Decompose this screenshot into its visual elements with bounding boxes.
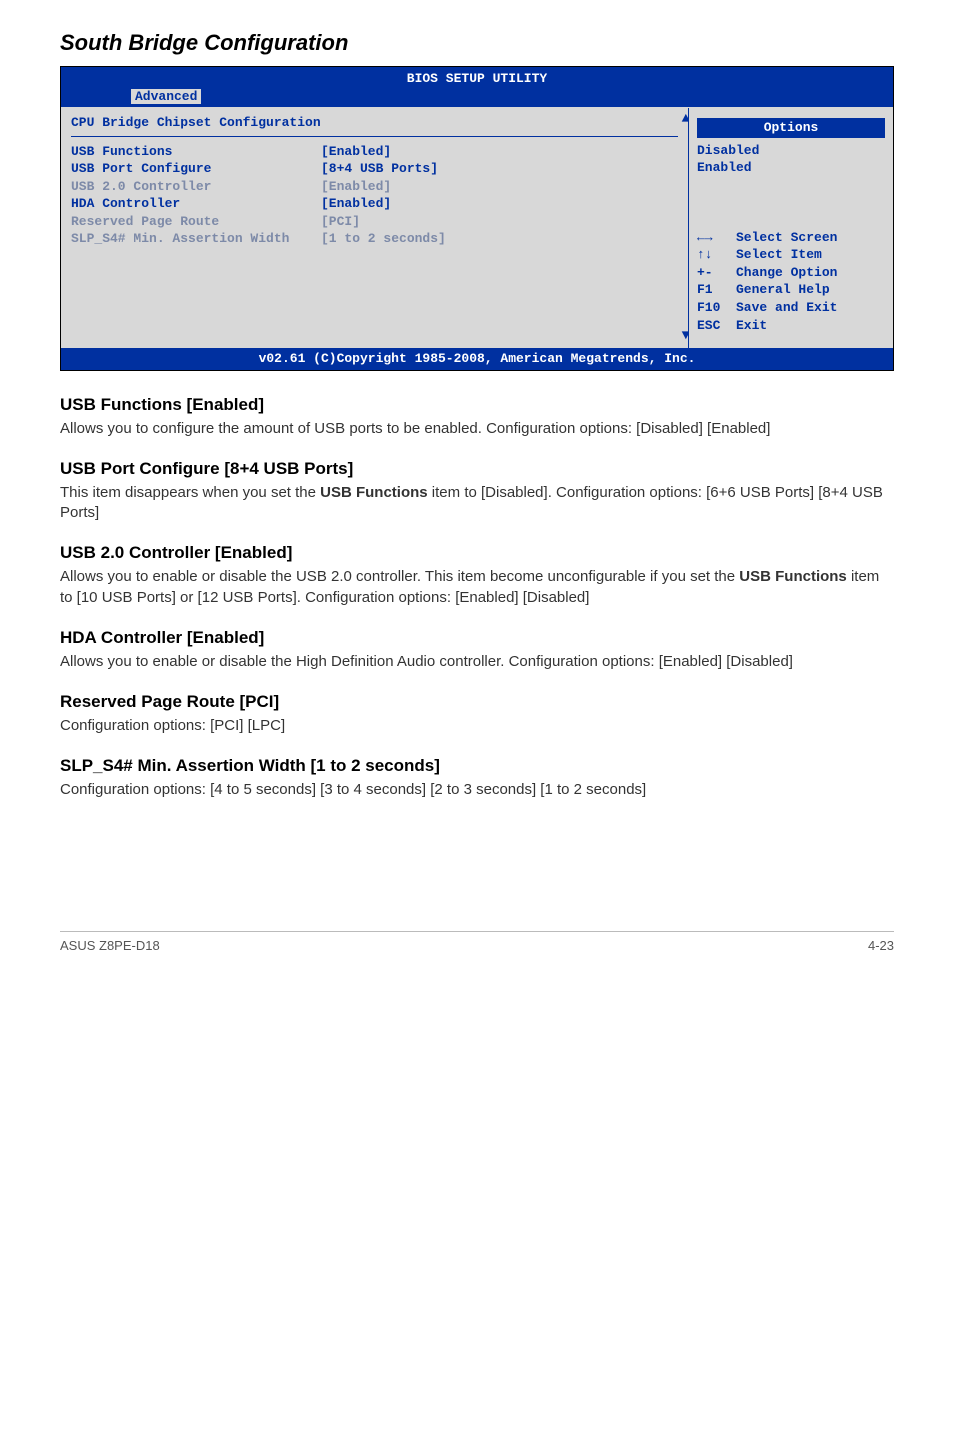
section-body: Allows you to enable or disable the High… (60, 652, 894, 672)
bios-setting-row: USB Functions[Enabled] (71, 143, 678, 161)
options-header: Options (697, 118, 885, 138)
section-heading: USB Port Configure [8+4 USB Ports] (60, 459, 894, 479)
section-body: Configuration options: [PCI] [LPC] (60, 716, 894, 736)
section-heading: Reserved Page Route [PCI] (60, 692, 894, 712)
bios-body: ▲ CPU Bridge Chipset Configuration USB F… (61, 107, 893, 348)
section-heading: USB Functions [Enabled] (60, 395, 894, 415)
bios-help-block: ←→ Select Screen↑↓ Select Item+- Change … (697, 229, 885, 340)
bios-screenshot: BIOS SETUP UTILITY Advanced ▲ CPU Bridge… (60, 66, 894, 371)
bios-setting-value: [PCI] (321, 213, 360, 231)
bios-setting-value: [8+4 USB Ports] (321, 160, 438, 178)
page-footer: ASUS Z8PE-D18 4-23 (60, 931, 894, 953)
help-line: +- Change Option (697, 264, 885, 282)
bios-left-panel: ▲ CPU Bridge Chipset Configuration USB F… (61, 108, 688, 348)
bios-footer: v02.61 (C)Copyright 1985-2008, American … (61, 348, 893, 370)
bios-settings-list: USB Functions[Enabled]USB Port Configure… (71, 143, 678, 248)
section-body: Configuration options: [4 to 5 seconds] … (60, 780, 894, 800)
bios-setting-row: HDA Controller[Enabled] (71, 195, 678, 213)
footer-right: 4-23 (868, 938, 894, 953)
content-sections: USB Functions [Enabled] Allows you to con… (60, 395, 894, 801)
section-heading: USB 2.0 Controller [Enabled] (60, 543, 894, 563)
help-line: F1 General Help (697, 281, 885, 299)
help-line: F10 Save and Exit (697, 299, 885, 317)
bios-tab-advanced: Advanced (131, 89, 201, 104)
bios-setting-value: [1 to 2 seconds] (321, 230, 446, 248)
bios-setting-key: SLP_S4# Min. Assertion Width (71, 230, 321, 248)
bios-tab-row: Advanced (61, 88, 893, 108)
bios-setting-key: USB Port Configure (71, 160, 321, 178)
bios-panel-title: CPU Bridge Chipset Configuration (71, 114, 678, 137)
bios-titlebar: BIOS SETUP UTILITY (61, 67, 893, 88)
bios-setting-value: [Enabled] (321, 195, 391, 213)
bios-setting-row: Reserved Page Route[PCI] (71, 213, 678, 231)
bios-setting-key: USB Functions (71, 143, 321, 161)
help-line: ESC Exit (697, 317, 885, 335)
bios-setting-value: [Enabled] (321, 143, 391, 161)
bios-setting-key: USB 2.0 Controller (71, 178, 321, 196)
bios-setting-row: USB 2.0 Controller[Enabled] (71, 178, 678, 196)
section-heading: HDA Controller [Enabled] (60, 628, 894, 648)
bios-right-panel: Options DisabledEnabled ←→ Select Screen… (688, 108, 893, 348)
option-item: Enabled (697, 159, 885, 177)
bios-setting-row: USB Port Configure[8+4 USB Ports] (71, 160, 678, 178)
page-title: South Bridge Configuration (60, 30, 894, 56)
footer-left: ASUS Z8PE-D18 (60, 938, 160, 953)
options-list: DisabledEnabled (697, 142, 885, 177)
bios-setting-row: SLP_S4# Min. Assertion Width[1 to 2 seco… (71, 230, 678, 248)
bios-setting-value: [Enabled] (321, 178, 391, 196)
bios-setting-key: HDA Controller (71, 195, 321, 213)
help-line: ←→ Select Screen (697, 229, 885, 247)
section-body: Allows you to enable or disable the USB … (60, 567, 894, 608)
bios-setting-key: Reserved Page Route (71, 213, 321, 231)
section-heading: SLP_S4# Min. Assertion Width [1 to 2 sec… (60, 756, 894, 776)
option-item: Disabled (697, 142, 885, 160)
section-body: This item disappears when you set the US… (60, 483, 894, 524)
help-line: ↑↓ Select Item (697, 246, 885, 264)
section-body: Allows you to configure the amount of US… (60, 419, 894, 439)
